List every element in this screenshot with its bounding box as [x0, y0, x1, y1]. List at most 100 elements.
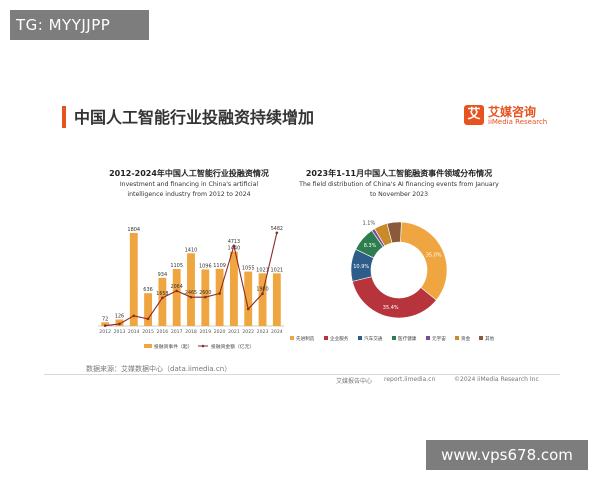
bar-2020	[215, 268, 224, 326]
line-label-2023: 1900	[256, 287, 268, 293]
report-slide: 中国人工智能行业投融资持续增加 艾 艾媒咨询 iiMedia Research …	[44, 88, 560, 388]
bar-label-2022: 1055	[242, 266, 255, 272]
x-tick-2012: 2012	[99, 329, 111, 335]
legend-swatch-5	[455, 336, 459, 340]
bar-2018	[187, 253, 195, 326]
slice-label-4: 1.1%	[362, 221, 375, 227]
line-point-2021	[232, 244, 236, 248]
bar-label-2016: 934	[158, 272, 168, 278]
line-point-2015	[146, 317, 150, 321]
watermark-top: TG: MYYJJPP	[10, 10, 149, 40]
bar-2022	[244, 271, 253, 326]
line-point-2022	[246, 307, 250, 311]
bar-line-chart: 72 2012 126 2013 1804 2014 636 2015 934 2016 1105 2…	[98, 226, 284, 350]
bar-chart-subtitle: Investment and financing in China's arti…	[119, 181, 259, 198]
slice-6	[386, 221, 402, 244]
line-label-2016: 1658	[156, 291, 168, 297]
line-point-2023	[261, 292, 264, 295]
footer-copyright: ©2024 iiMedia Research Inc	[454, 376, 539, 383]
pie-chart-title: 2023年1-11月中国人工智能融资事件领域分布情况	[305, 169, 493, 178]
bar-label-2015: 636	[143, 287, 153, 293]
line-label-2024: 5482	[271, 226, 283, 232]
legend-label-2: 汽车交通	[364, 335, 383, 342]
line-point-2018	[189, 295, 193, 299]
legend-label-0: 先进制造	[296, 335, 315, 342]
x-tick-2024: 2024	[271, 329, 283, 335]
x-tick-2018: 2018	[185, 329, 197, 335]
bar-label-2012: 72	[102, 316, 108, 322]
bar-2024	[272, 273, 281, 326]
x-tick-2013: 2013	[114, 329, 126, 335]
bar-2012	[101, 322, 110, 326]
legend-swatch-1	[324, 336, 328, 340]
x-tick-2014: 2014	[128, 329, 140, 335]
legend-swatch-2	[358, 336, 362, 340]
line-point-2024	[275, 231, 279, 235]
bar-2014	[129, 232, 138, 326]
bar-label-2021: 1440	[228, 246, 241, 252]
bar-label-2013: 126	[115, 314, 125, 320]
line-label-2018: 2465	[185, 290, 197, 296]
legend-swatch-4	[426, 336, 430, 340]
slide-title: 中国人工智能行业投融资持续增加	[74, 108, 315, 127]
x-tick-2017: 2017	[171, 329, 183, 335]
bar-label-2023: 1021	[256, 267, 269, 273]
line-label-2019: 2600	[199, 290, 211, 296]
iimedia-logo-mark: 艾	[464, 105, 484, 125]
footer-url: report.iimedia.cn	[384, 376, 436, 383]
legend-label-1: 企业服务	[330, 335, 349, 342]
x-tick-2021: 2021	[228, 329, 240, 335]
legend-swatch-3	[392, 336, 396, 340]
bar-2021	[229, 251, 238, 326]
line-point-2019	[204, 295, 207, 299]
bar-2017	[172, 269, 181, 326]
bar-label-2017: 1105	[170, 263, 183, 269]
x-tick-2023: 2023	[257, 329, 269, 335]
slice-label-2: 10.9%	[353, 264, 369, 270]
pie-chart-subtitle: The field distribution of China's AI fin…	[299, 181, 499, 198]
legend-label-6: 其他	[485, 335, 495, 342]
bar-label-2018: 1410	[185, 247, 198, 253]
legend-label-3: 医疗健康	[398, 335, 417, 342]
bar-2015	[144, 293, 153, 326]
legend-swatch-6	[479, 336, 483, 340]
legend-label-5: 资金	[461, 335, 471, 342]
x-tick-2020: 2020	[214, 329, 226, 335]
bar-label-2019: 1096	[199, 263, 212, 269]
footer-logo-text: 艾媒报告中心	[336, 378, 373, 385]
bar-label-2024: 1021	[270, 267, 283, 273]
bar-label-2014: 1804	[127, 227, 140, 233]
bar-chart-title: 2012-2024年中国人工智能行业投融资情况	[109, 169, 269, 178]
x-tick-2022: 2022	[242, 329, 254, 335]
line-point-2020	[218, 292, 221, 295]
footer-divider	[44, 374, 560, 375]
watermark-bottom: www.vps678.com	[426, 440, 588, 470]
x-tick-2016: 2016	[157, 329, 169, 335]
bar-2023	[258, 273, 267, 326]
legend-label-4: 元宇宙	[432, 335, 446, 342]
donut-chart: 35.0% 35.4% 10.9% 8.3% 1.1% 先进制造 企业服务 汽车交通 医疗健康 元…	[290, 221, 495, 342]
legend-bar-swatch	[144, 344, 152, 348]
legend-line-marker	[201, 344, 205, 348]
slice-label-1: 35.4%	[383, 305, 399, 311]
x-tick-2015: 2015	[142, 329, 154, 335]
slice-label-0: 35.0%	[426, 252, 442, 258]
title-accent-bar	[62, 106, 66, 128]
iimedia-logo-cn: 艾媒咨询	[488, 105, 537, 119]
x-tick-2019: 2019	[199, 329, 211, 335]
line-point-2017	[175, 289, 178, 293]
line-point-2014	[132, 314, 136, 318]
line-label-2017: 2064	[171, 284, 183, 290]
line-point-2016	[161, 296, 164, 300]
data-source: 数据来源：艾媒数据中心（data.iimedia.cn）	[86, 365, 232, 373]
iimedia-logo-en: iiMedia Research	[488, 118, 548, 126]
line-point-2012	[103, 324, 107, 327]
line-point-2013	[118, 322, 121, 326]
slice-0	[400, 221, 448, 301]
legend-line-label: 投融资金额（亿元）	[211, 343, 254, 350]
legend-bar-label: 投融资事件（起）	[154, 343, 192, 350]
line-label-2021: 4713	[228, 239, 240, 245]
bar-2016	[158, 277, 167, 326]
slice-label-3: 8.3%	[364, 243, 377, 249]
legend-swatch-0	[290, 336, 294, 340]
